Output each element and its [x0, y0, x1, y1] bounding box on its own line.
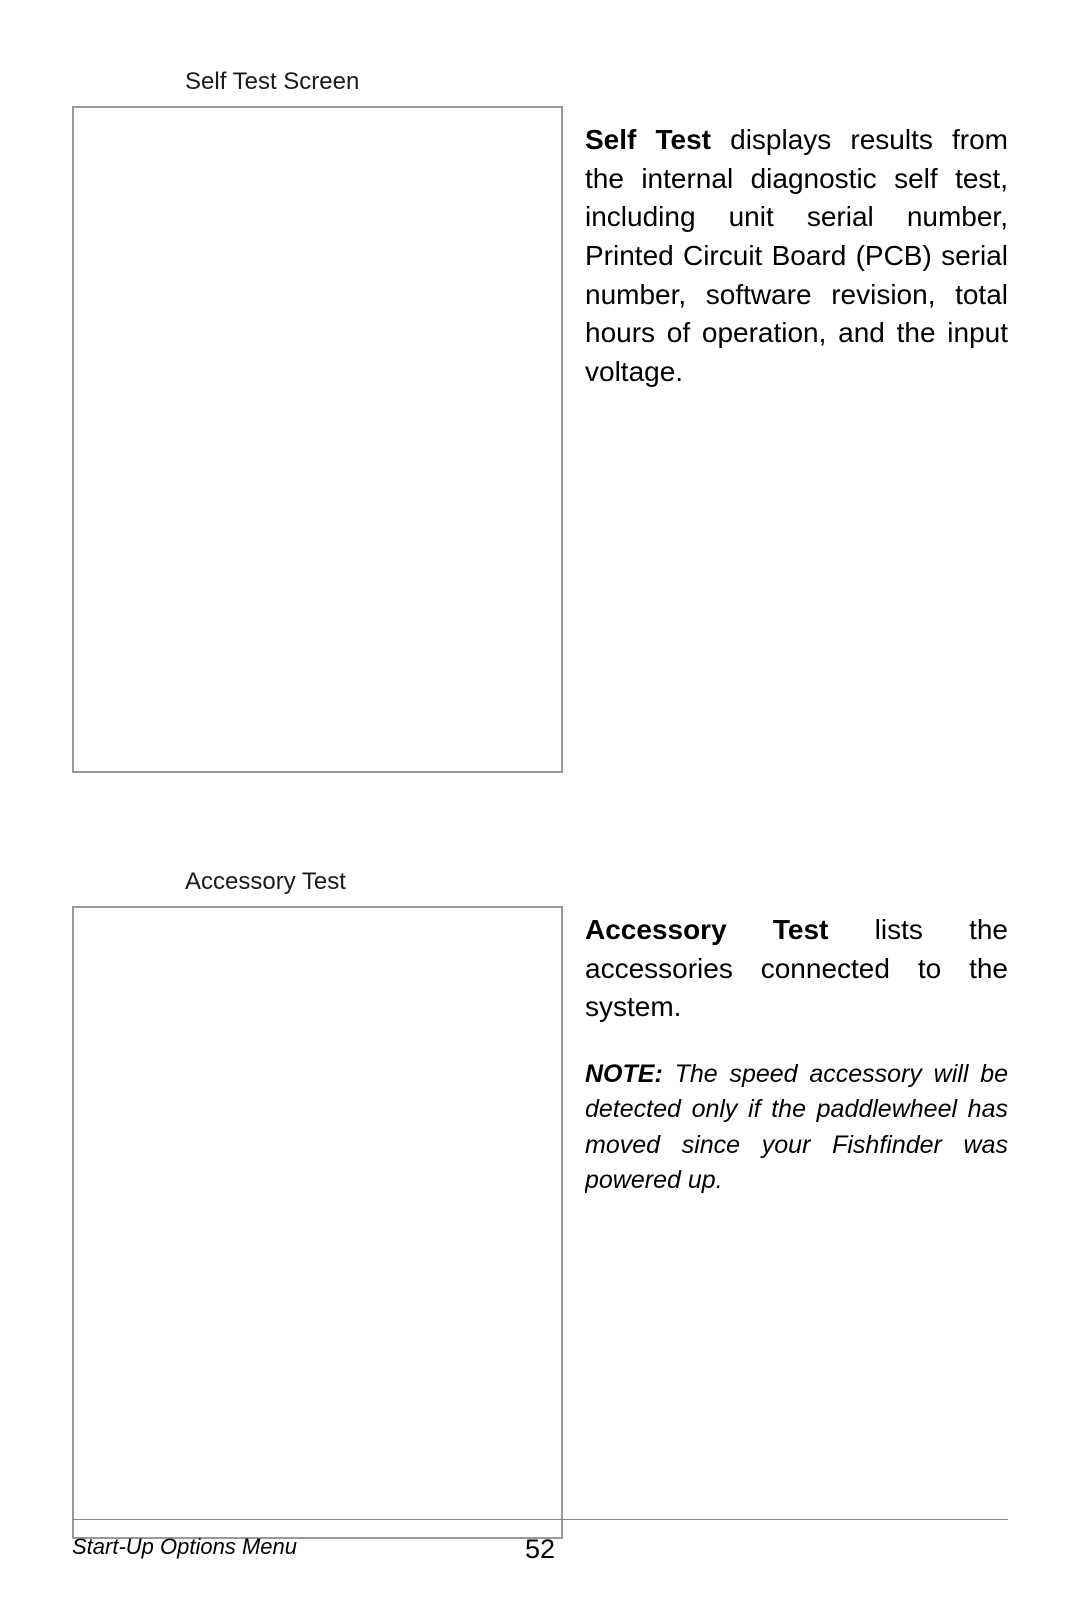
accessory-test-section: Accessory Test Accessory Test lists the … — [72, 868, 1008, 1539]
self-test-section: Self Test Screen Self Test displays resu… — [72, 68, 1008, 773]
self-test-image-placeholder — [72, 106, 563, 773]
page-number: 52 — [525, 1534, 555, 1565]
accessory-test-bold-lead: Accessory Test — [585, 914, 828, 945]
accessory-test-description-wrap: Accessory Test lists the accessories con… — [585, 906, 1008, 1199]
note-label: NOTE: — [585, 1060, 663, 1088]
self-test-description-wrap: Self Test displays results from the inte… — [585, 106, 1008, 391]
self-test-image-label: Self Test Screen — [185, 68, 1008, 96]
accessory-test-note: NOTE: The speed accessory will be detect… — [585, 1057, 1008, 1199]
footer-content: Start-Up Options Menu 52 — [72, 1534, 1008, 1560]
page-content: Self Test Screen Self Test displays resu… — [0, 0, 1080, 1539]
self-test-description: Self Test displays results from the inte… — [585, 121, 1008, 391]
page-footer: Start-Up Options Menu 52 — [72, 1519, 1008, 1560]
accessory-test-description: Accessory Test lists the accessories con… — [585, 911, 1008, 1027]
footer-divider — [72, 1519, 1008, 1520]
accessory-test-image-label: Accessory Test — [185, 868, 1008, 896]
accessory-test-image-placeholder — [72, 906, 563, 1539]
footer-section-name: Start-Up Options Menu — [72, 1534, 297, 1560]
self-test-desc-text: displays results from the internal diagn… — [585, 124, 1008, 387]
self-test-bold-lead: Self Test — [585, 124, 711, 155]
